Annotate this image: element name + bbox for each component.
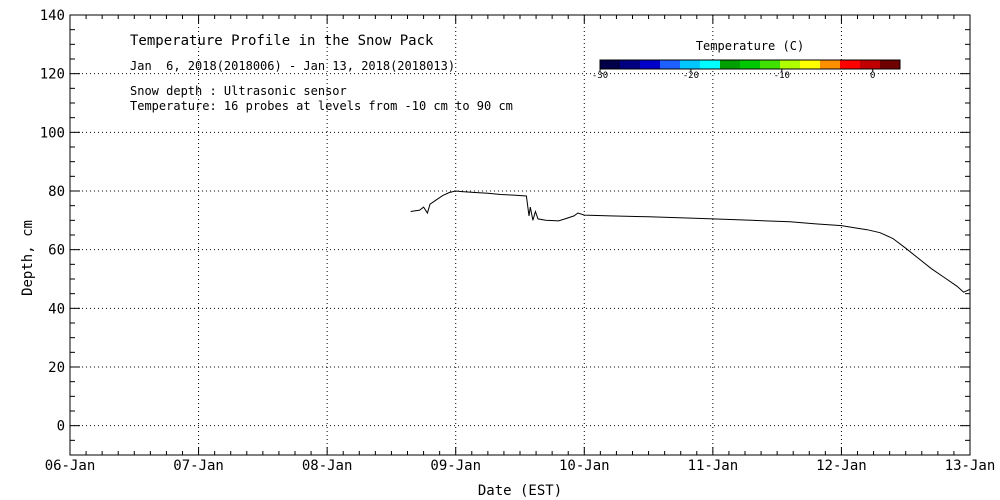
- y-tick-label: 80: [48, 184, 65, 200]
- x-tick-label: 11-Jan: [688, 458, 739, 474]
- annotation-sensor: Snow depth : Ultrasonic sensor: [130, 84, 347, 98]
- temperature-colorbar: Temperature (C) -30 -20 -10 0: [592, 39, 901, 81]
- series: [410, 190, 971, 293]
- x-tick-label: 07-Jan: [173, 458, 224, 474]
- x-tick-labels: 06-Jan 07-Jan 08-Jan 09-Jan 10-Jan 11-Jan 12-J…: [45, 458, 996, 474]
- snow-depth-line: [410, 190, 971, 293]
- colorbar-cell: [700, 60, 721, 69]
- colorbar-cell: [820, 60, 841, 69]
- chart-subtitle: Jan 6, 2018(2018006) - Jan 13, 2018(2018…: [130, 59, 455, 73]
- y-tick-label: 20: [48, 360, 65, 376]
- grid: [70, 15, 970, 455]
- x-tick-label: 08-Jan: [302, 458, 353, 474]
- colorbar-cell: [720, 60, 741, 69]
- colorbar-cell: [680, 60, 701, 69]
- colorbar-cell: [660, 60, 681, 69]
- colorbar-tick-label: -20: [683, 71, 699, 81]
- colorbar-cell: [780, 60, 801, 69]
- colorbar-labels: -30 -20 -10 0: [592, 69, 875, 81]
- colorbar-cell: [880, 60, 901, 69]
- plot-frame: [69, 14, 971, 456]
- colorbar-cell: [600, 60, 621, 69]
- x-tick-label: 10-Jan: [559, 458, 610, 474]
- y-tick-labels: 0 20 40 60 80 100 120 140: [40, 8, 65, 435]
- y-tick-label: 0: [57, 419, 65, 435]
- x-tick-label: 12-Jan: [816, 458, 867, 474]
- y-axis-label: Depth, cm: [20, 220, 36, 296]
- colorbar-tick-label: -10: [774, 71, 790, 81]
- x-axis-label: Date (EST): [478, 483, 562, 499]
- axis-ticks: [69, 14, 971, 456]
- colorbar-cell: [640, 60, 661, 69]
- x-tick-label: 09-Jan: [430, 458, 481, 474]
- colorbar-cell: [860, 60, 881, 69]
- y-tick-label: 120: [40, 67, 65, 83]
- annotation-probes: Temperature: 16 probes at levels from -1…: [130, 99, 513, 113]
- y-tick-label: 100: [40, 125, 65, 141]
- colorbar-tick-label: 0: [870, 71, 875, 81]
- colorbar-cell: [740, 60, 761, 69]
- y-tick-label: 40: [48, 301, 65, 317]
- chart-title: Temperature Profile in the Snow Pack: [130, 33, 434, 49]
- colorbar-tick-label: -30: [592, 71, 608, 81]
- y-tick-label: 60: [48, 243, 65, 259]
- colorbar-cell: [840, 60, 861, 69]
- colorbar-cell: [620, 60, 641, 69]
- colorbar-cell: [760, 60, 781, 69]
- colorbar-frame: [599, 59, 901, 70]
- x-tick-label: 13-Jan: [945, 458, 996, 474]
- colorbar-cells: [599, 59, 901, 70]
- colorbar-title: Temperature (C): [696, 39, 804, 53]
- colorbar-cell: [800, 60, 821, 69]
- y-tick-label: 140: [40, 8, 65, 24]
- x-tick-label: 06-Jan: [45, 458, 96, 474]
